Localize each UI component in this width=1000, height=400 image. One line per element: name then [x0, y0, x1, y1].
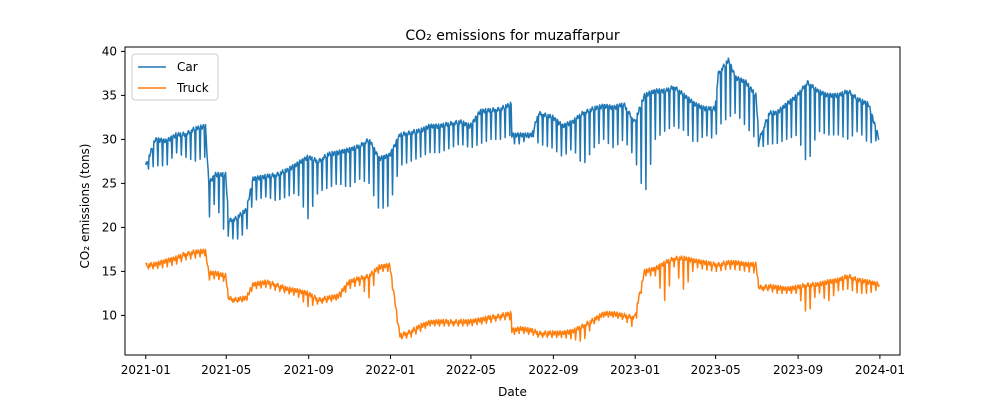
- x-tick-label: 2022-09: [528, 363, 578, 377]
- y-tick-label: 40: [102, 44, 117, 58]
- x-axis-label: Date: [498, 385, 527, 399]
- x-tick-label: 2021-01: [121, 363, 171, 377]
- legend-label-truck: Truck: [176, 81, 209, 95]
- x-tick-label: 2022-05: [446, 363, 496, 377]
- x-tick-label: 2021-05: [201, 363, 251, 377]
- series-line-truck: [145, 248, 880, 342]
- x-tick-label: 2023-05: [691, 363, 741, 377]
- x-tick-label: 2024-01: [855, 363, 905, 377]
- plot-area: [145, 57, 880, 342]
- y-tick-label: 10: [102, 308, 117, 322]
- legend: Car Truck: [131, 53, 219, 101]
- legend-label-car: Car: [177, 60, 198, 74]
- y-tick-label: 35: [102, 88, 117, 102]
- y-tick-label: 20: [102, 220, 117, 234]
- x-axis: 2021-01 2021-05 2021-09 2022-01 2022-05 2022-…: [121, 355, 905, 377]
- y-axis-label: CO₂ emissions (tons): [78, 144, 92, 269]
- x-tick-label: 2023-01: [610, 363, 660, 377]
- x-tick-label: 2022-01: [365, 363, 415, 377]
- x-tick-label: 2021-09: [284, 363, 334, 377]
- y-tick-label: 30: [102, 132, 117, 146]
- y-tick-label: 25: [102, 176, 117, 190]
- y-tick-label: 15: [102, 264, 117, 278]
- x-tick-label: 2023-09: [773, 363, 823, 377]
- plot-frame: [124, 46, 901, 356]
- series-line-car: [145, 57, 880, 240]
- chart-title: CO₂ emissions for muzaffarpur: [405, 28, 620, 44]
- y-axis: 10 15 20 25 30 35 40: [102, 44, 125, 322]
